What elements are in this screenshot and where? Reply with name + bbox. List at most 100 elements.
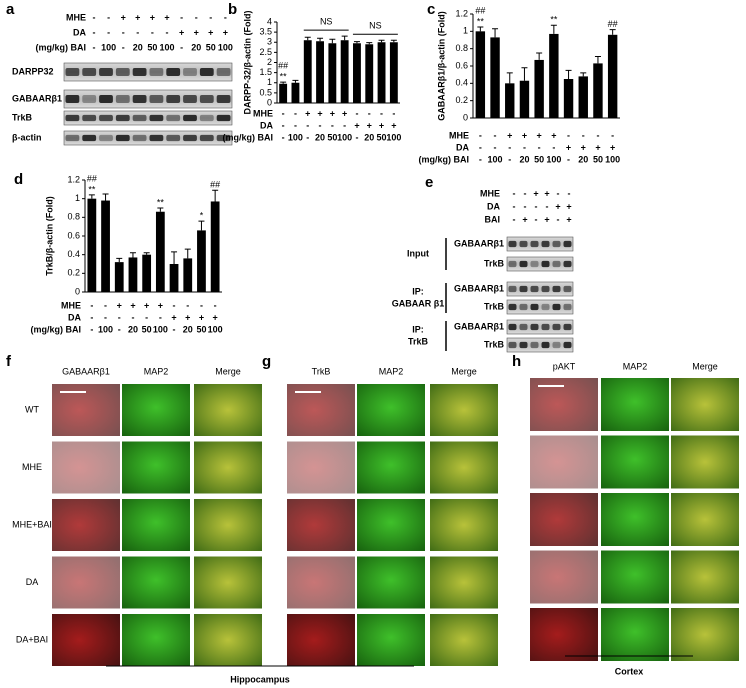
micrograph [357, 441, 425, 494]
blot-band [563, 260, 572, 268]
region-label: Cortex [615, 666, 644, 676]
y-tick-label: 4 [267, 16, 272, 26]
blot-band [166, 114, 181, 122]
condition-value: 20 [315, 132, 325, 142]
condition-value: + [522, 214, 527, 224]
column-header: GABAARβ1 [62, 366, 110, 376]
condition-value: 20 [128, 324, 138, 334]
bar [210, 201, 220, 292]
band-label: GABAARβ1 [454, 283, 504, 293]
blot-band [552, 285, 561, 293]
error-bar [212, 189, 219, 202]
error-bar [580, 72, 587, 77]
condition-value: - [118, 312, 121, 322]
condition-value: - [294, 108, 297, 118]
blot-band [508, 323, 517, 331]
annotation: * [200, 210, 204, 220]
condition-value: + [581, 142, 586, 152]
blot-band [563, 323, 572, 331]
error-bar [477, 26, 484, 32]
micrograph [357, 384, 425, 436]
blot-band [530, 260, 539, 268]
y-tick-label: 2 [267, 57, 272, 67]
blot-band [519, 240, 528, 248]
blot-band [132, 134, 147, 142]
condition-value: - [209, 12, 212, 22]
condition-value: - [380, 108, 383, 118]
band-label: TrkB [484, 258, 505, 268]
condition-value: + [135, 12, 140, 22]
condition-value: - [582, 130, 585, 140]
blot-band [115, 68, 130, 76]
y-tick-label: 0.2 [455, 95, 468, 105]
micrograph [430, 499, 498, 551]
condition-value: + [522, 130, 527, 140]
group-label: GABAAR β1 [392, 298, 445, 308]
column-header: Merge [451, 366, 477, 376]
y-tick-label: 0.4 [455, 78, 468, 88]
condition-value: - [118, 324, 121, 334]
condition-value: + [194, 27, 199, 37]
blot-band [508, 341, 517, 349]
micrograph [430, 556, 498, 609]
condition-value: + [537, 130, 542, 140]
error-bar [157, 207, 164, 212]
micrograph [357, 499, 425, 551]
blot-band [519, 323, 528, 331]
condition-value: 100 [153, 324, 168, 334]
condition-value: 100 [605, 154, 620, 164]
bar [183, 258, 193, 292]
bar [101, 200, 110, 292]
condition-value: - [392, 108, 395, 118]
y-tick-label: 0.2 [67, 268, 80, 278]
condition-value: + [544, 214, 549, 224]
micrograph [601, 493, 669, 546]
blot-band [199, 68, 214, 76]
error-bar [341, 35, 348, 41]
y-tick-label: 0.6 [455, 60, 468, 70]
blot-band [183, 134, 197, 142]
micrograph [601, 550, 669, 604]
error-bar [171, 251, 178, 264]
blot-strip [506, 256, 574, 272]
blot-strip [63, 130, 233, 146]
row-label: DA [26, 577, 39, 587]
condition-value: + [354, 120, 359, 130]
condition-value: - [122, 27, 125, 37]
condition-label: DA [456, 142, 469, 152]
condition-value: 50 [327, 132, 337, 142]
condition-value: - [93, 12, 96, 22]
group-label: TrkB [408, 336, 429, 346]
condition-value: - [224, 12, 227, 22]
band-label: TrkB [484, 339, 505, 349]
micrograph [530, 608, 598, 661]
bar [128, 257, 138, 292]
bar [328, 43, 337, 103]
blot-strip [506, 299, 574, 315]
micrograph [194, 384, 262, 436]
error-bar [366, 42, 373, 45]
bar [519, 80, 530, 118]
condition-value: - [93, 27, 96, 37]
condition-value: + [330, 108, 335, 118]
micrograph [194, 556, 262, 609]
blot-band [552, 260, 561, 268]
bar [475, 31, 486, 118]
band-label: β-actin [12, 132, 42, 142]
micrograph [601, 378, 669, 431]
annotation: ** [550, 15, 558, 25]
blot-band [508, 303, 517, 311]
blot-band [166, 68, 181, 76]
row-label: MHE+BAI [12, 519, 52, 529]
blot-band [552, 341, 561, 349]
condition-value: - [282, 108, 285, 118]
blot-band [216, 95, 231, 103]
condition-value: - [331, 120, 334, 130]
blot-strip [63, 62, 233, 82]
blot-band [541, 240, 550, 248]
condition-value: - [166, 27, 169, 37]
blot-band [99, 95, 113, 103]
panel-label: h [512, 353, 521, 370]
blot-band [541, 303, 550, 311]
group-label: IP: [412, 286, 424, 296]
